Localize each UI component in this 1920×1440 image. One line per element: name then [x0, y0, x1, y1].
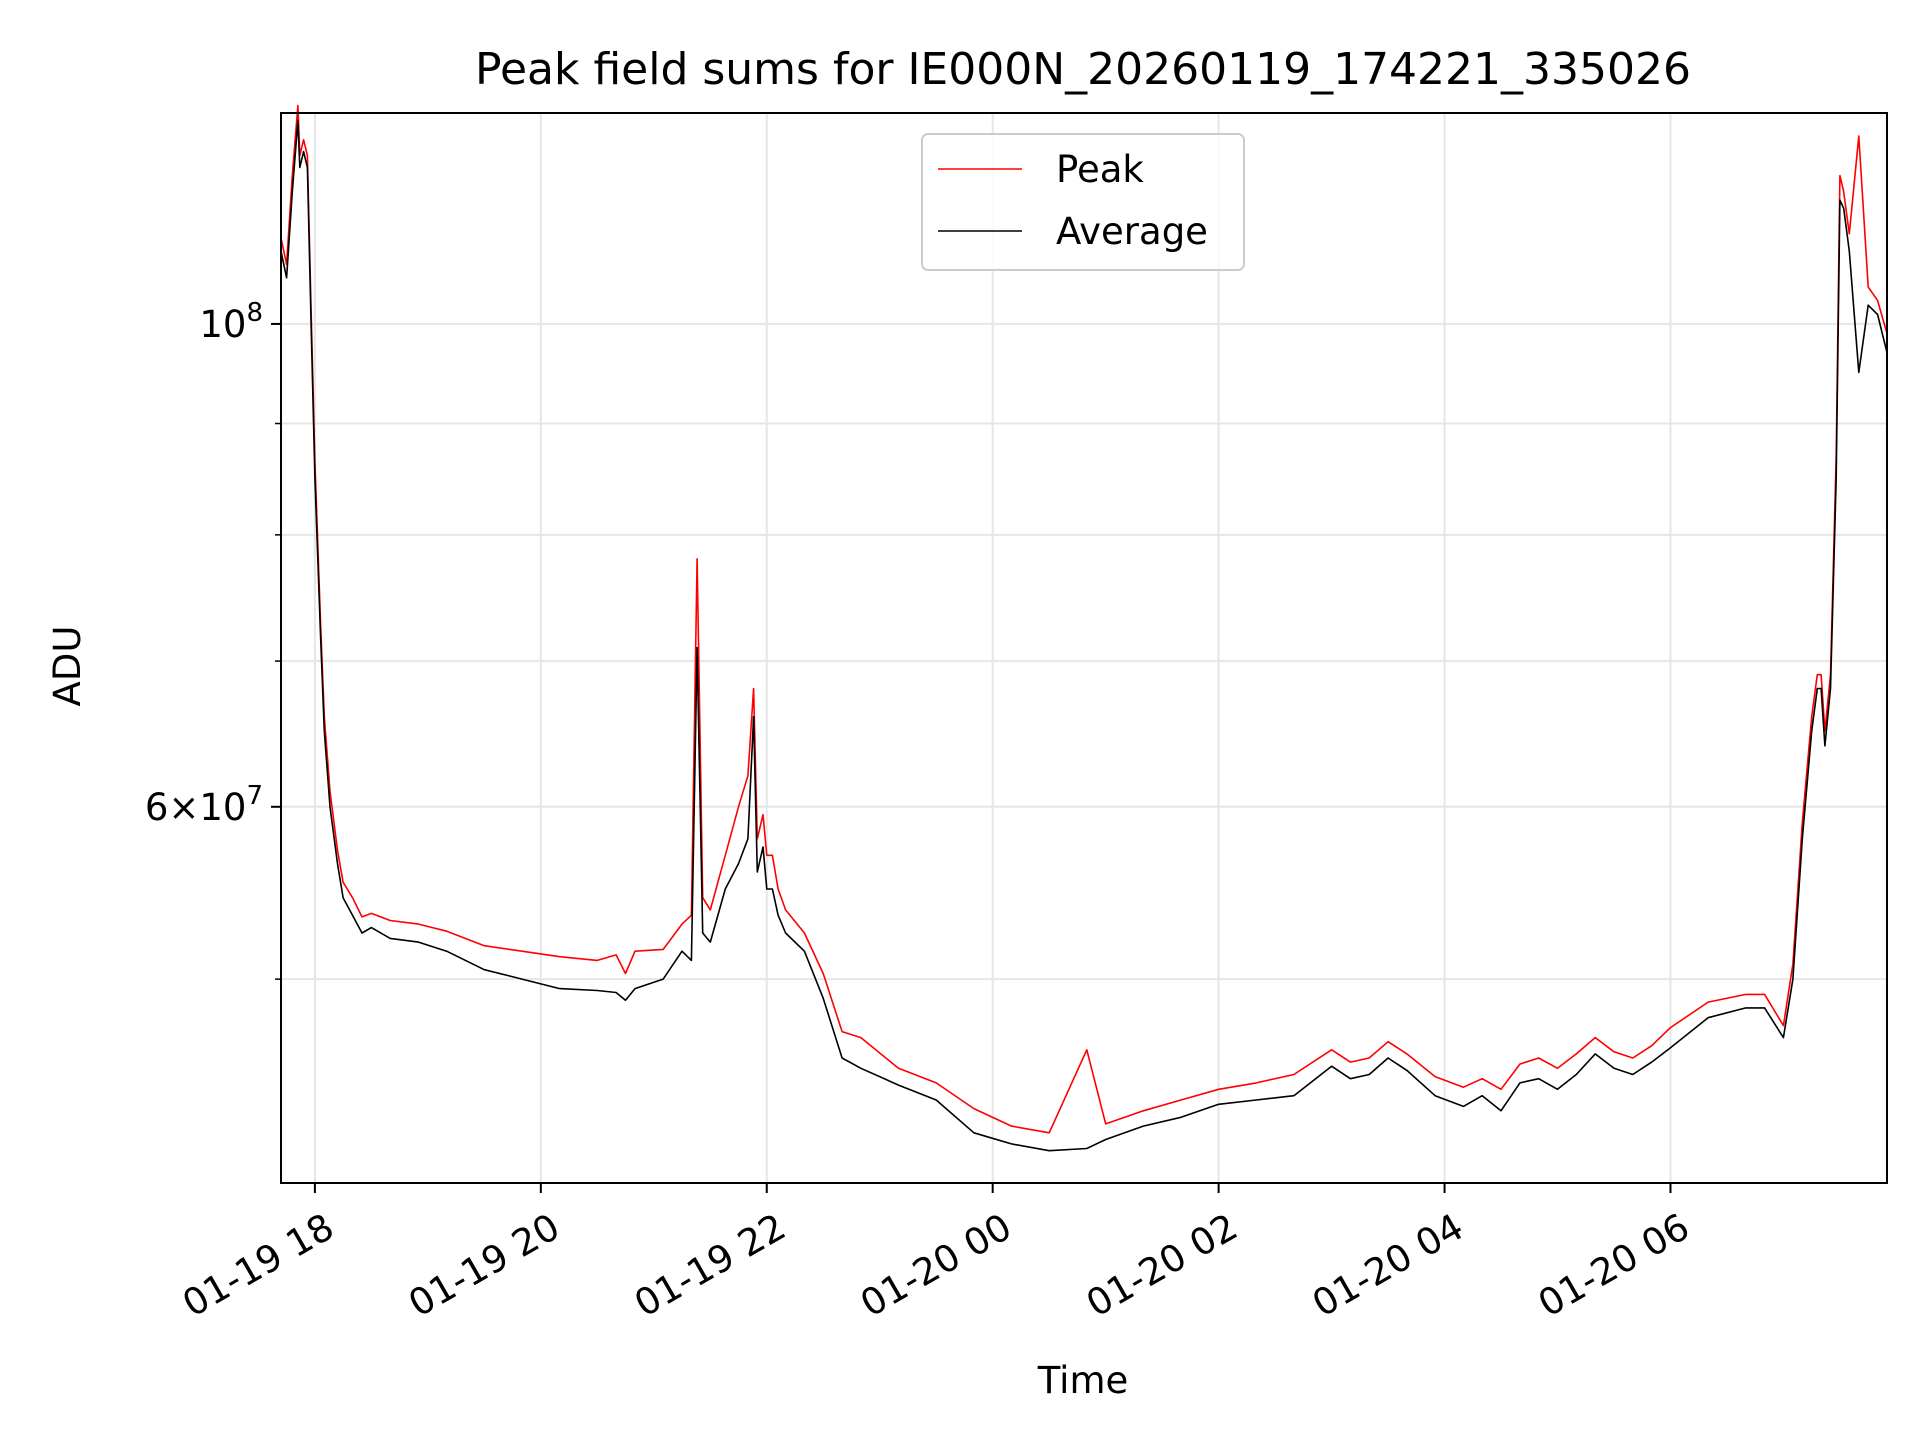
- x-axis: 01-19 18 01-19 20 01-19 22 01-20 00 01-20 02…: [175, 1183, 1697, 1326]
- grid-lines: [281, 113, 1887, 1183]
- x-tick-label: 01-20 02: [1079, 1205, 1245, 1325]
- x-tick-label: 01-20 00: [853, 1205, 1019, 1325]
- series-line-average: [280, 119, 1888, 1152]
- x-tick-label: 01-19 22: [627, 1205, 793, 1325]
- x-tick-label: 01-19 18: [175, 1205, 341, 1325]
- x-tick-label: 01-19 20: [401, 1205, 567, 1325]
- x-tick-label: 01-20 04: [1305, 1205, 1471, 1325]
- legend-label-peak: Peak: [1056, 148, 1144, 191]
- legend: Peak Average: [921, 133, 1245, 271]
- y-axis-label: ADU: [46, 626, 89, 707]
- x-tick-label: 01-20 06: [1531, 1205, 1697, 1325]
- x-axis-label: Time: [1037, 1359, 1129, 1402]
- legend-box: [921, 133, 1245, 271]
- y-tick-label: 6×107: [145, 781, 263, 829]
- y-axis: 6×107 108: [145, 298, 281, 980]
- chart-title: Peak field sums for IE000N_20260119_1742…: [475, 44, 1691, 95]
- legend-label-average: Average: [1056, 210, 1208, 253]
- plot-frame: [280, 112, 1888, 1184]
- series-lines: [280, 104, 1888, 1152]
- y-tick-label: 108: [199, 298, 263, 346]
- series-line-peak: [280, 104, 1888, 1134]
